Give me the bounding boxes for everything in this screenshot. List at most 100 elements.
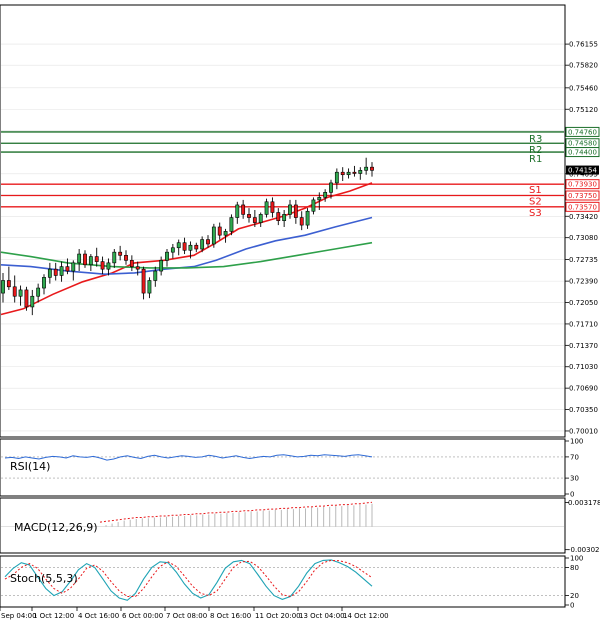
candle-body [311,199,316,212]
level-name-r3: R3 [529,134,542,145]
current-price-label: 0.74154 [568,167,597,175]
candle-body [129,260,134,267]
rsi-tick-label: 100 [570,438,583,446]
candle-body [42,277,46,289]
rsi-tick-label: 30 [570,475,579,483]
macd-histogram [105,503,373,527]
macd-panel: MACD(12,26,9) 0.003178 -0.003026 [0,497,600,554]
candle-body [288,204,292,215]
candle-body [352,171,357,174]
candles [1,157,374,316]
level-name-r2: R2 [529,145,542,156]
candle-body [141,268,146,294]
moving-average-line-1 [0,182,373,316]
candle-body [317,197,322,201]
candle-body [88,256,93,266]
stoch-tick-label: 100 [570,555,583,563]
candle-body [100,261,105,270]
level-tag-r1: 0.74400 [568,149,597,157]
candle-body [170,247,175,253]
candle-body [112,251,117,264]
time-tick-label: 4 Oct 16:00 [78,612,119,620]
rsi-panel-frame [0,438,566,497]
candle-body [65,266,70,272]
price-tick-label: 0.72050 [569,299,598,307]
candle-body [323,192,328,198]
price-tick-label: 0.71710 [569,320,598,328]
macd-signal-series [99,501,373,523]
candle-body [299,217,304,226]
rsi-panel: RSI(14) 100 70 30 0 [0,438,583,499]
candle-body [334,171,339,184]
time-tick-label: 14 Oct 12:00 [343,612,389,620]
candle-body [165,251,169,261]
level-tag-box [565,179,600,190]
stoch-tick-label: 20 [570,592,579,600]
candle-body [1,280,5,294]
candle-body [217,226,222,236]
candle-body [106,262,111,270]
candle-body [305,210,310,226]
candle-body [229,217,234,232]
candle-body [135,266,140,270]
candle-body [36,287,41,297]
candle-body [118,251,123,256]
current-price-box [566,165,599,175]
macd-title: MACD(12,26,9) [14,521,98,534]
rsi-title: RSI(14) [10,460,50,473]
level-name-s3: S3 [529,208,542,219]
candle-body [153,270,158,281]
level-tag-box [565,147,600,158]
candle-body [200,239,205,250]
candle-body [83,253,87,266]
candle-body [47,268,52,278]
rsi-tick-label: 70 [570,453,579,461]
macd-tick-label: -0.003026 [568,546,600,554]
candle-body [364,166,369,171]
time-tick-label: Sep 04:00 [1,612,37,620]
candle-body [252,217,257,223]
candle-body [358,170,363,174]
price-tick-label: 0.71030 [569,363,598,371]
candle-body [241,204,246,215]
time-tick-label: 11 Oct 20:00 [255,612,301,620]
candle-body [18,289,23,297]
time-tick-label: 13 Oct 04:00 [299,612,345,620]
level-tag-s3: 0.73570 [568,203,597,211]
time-tick-label: 1 Oct 12:00 [33,612,74,620]
candle-body [340,171,345,176]
level-name-r1: R1 [529,154,542,165]
level-tag-box [565,201,600,212]
price-tick-label: 0.72390 [569,278,598,286]
level-tag-r2: 0.74580 [568,140,597,148]
candle-body [211,226,216,245]
macd-panel-frame [0,497,566,554]
candle-body [12,286,17,297]
price-tick-label: 0.75120 [569,106,598,114]
candle-body [206,239,210,245]
stoch-main-series [4,559,373,601]
candle-body [6,280,11,288]
level-name-s2: S2 [529,197,542,208]
candle-body [264,201,269,215]
candle-body [247,214,251,218]
candle-body [24,289,29,308]
moving-average-line-3 [0,241,373,269]
price-tick-label: 0.70690 [569,385,598,393]
stoch-tick-label: 80 [570,564,579,572]
candle-body [71,262,76,272]
price-tick-label: 0.70010 [569,427,598,435]
rsi-tick-label: 0 [570,491,574,499]
stoch-title: Stoch(5,5,3) [10,572,78,585]
level-tag-r3: 0.74760 [568,128,597,136]
candle-body [370,166,374,171]
candle-body [346,171,351,176]
candle-body [159,260,164,272]
candle-body [124,255,128,261]
candle-body [194,244,199,250]
macd-tick-label: 0.003178 [568,499,600,507]
